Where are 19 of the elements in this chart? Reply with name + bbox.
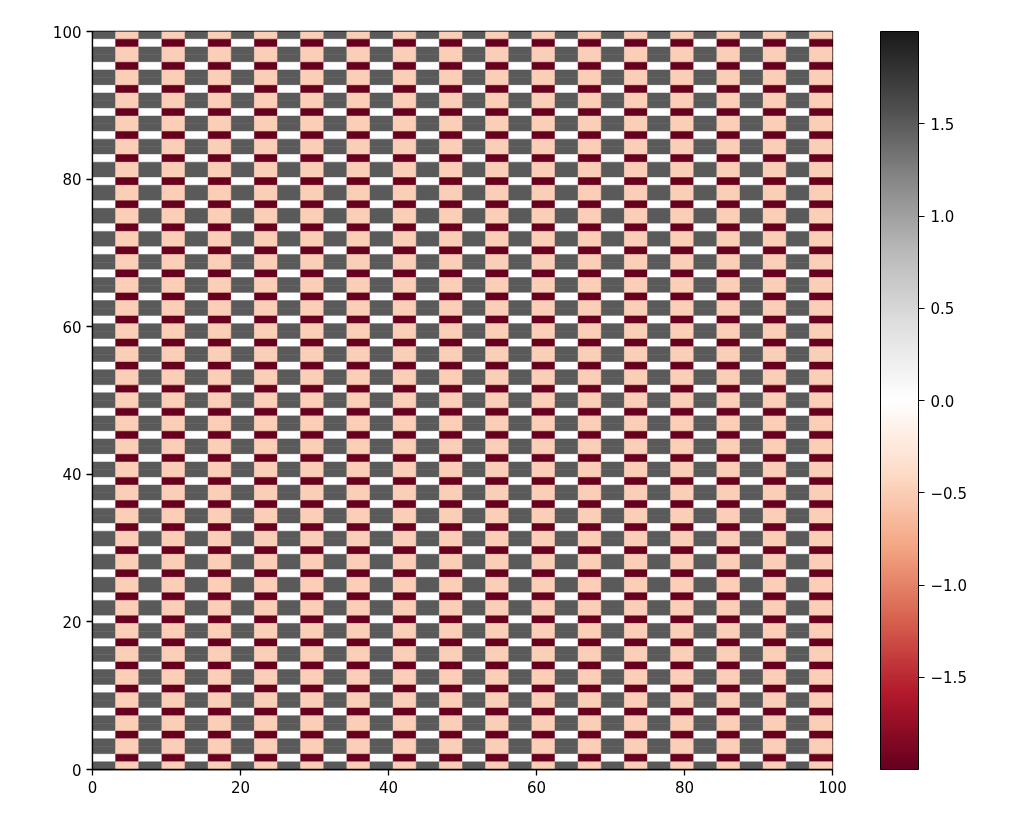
x-tick-label: 100: [818, 778, 847, 797]
color-bar-label: 1.0: [930, 208, 955, 226]
y-tick-label: 20: [62, 613, 82, 632]
y-tick-label: 80: [62, 171, 82, 190]
y-tick-label: 100: [52, 23, 82, 42]
y-tick-label: 0: [71, 761, 82, 780]
x-tick-label: 40: [378, 778, 399, 797]
color-bar-label: −1.5: [930, 669, 967, 688]
color-bar-label: 1.5: [930, 115, 955, 134]
x-tick-label: 60: [526, 778, 547, 797]
color-bar-label: 0.5: [930, 300, 955, 319]
y-tick-label: 40: [62, 466, 82, 485]
x-tick-label: 0: [87, 778, 98, 797]
color-bar-label: −1.0: [930, 577, 967, 595]
color-bar-label: −0.5: [930, 484, 967, 503]
x-tick-label: 20: [230, 778, 251, 797]
x-tick-label: 80: [674, 778, 695, 797]
color-bar-label: 0.0: [930, 392, 955, 411]
y-tick-label: 60: [62, 318, 82, 337]
